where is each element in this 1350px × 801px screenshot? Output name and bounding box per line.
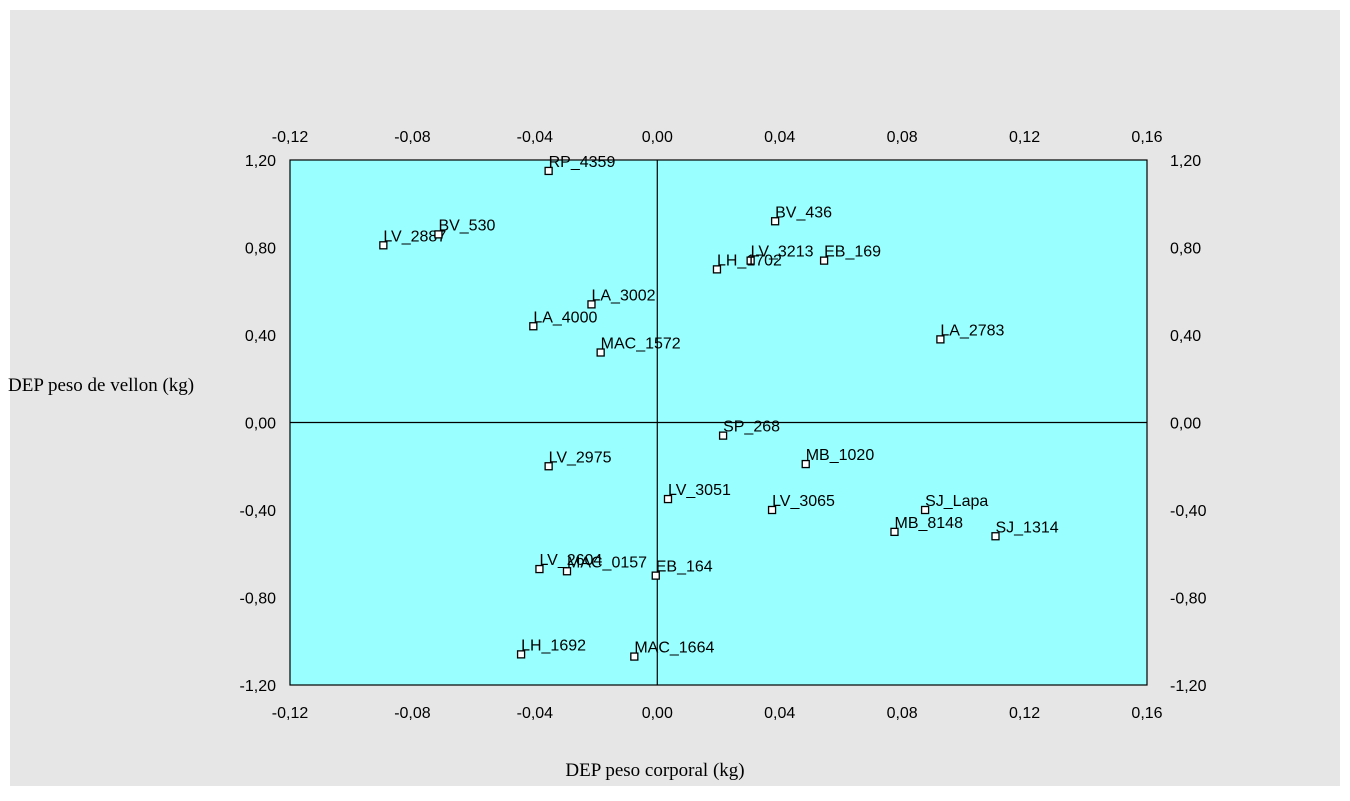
y-tick-label: 0,00 xyxy=(245,416,276,433)
x-tick-label: 0,04 xyxy=(764,705,795,722)
data-point-label: LV_3213 xyxy=(751,244,814,261)
y-tick-label: 0,00 xyxy=(1170,416,1201,433)
x-tick-label: 0,16 xyxy=(1131,705,1162,722)
data-point-marker xyxy=(529,322,538,331)
y-tick-label: -1,20 xyxy=(1170,678,1207,695)
y-tick-labels-right: -1,20 -0,80 -0,40 0,00 0,40 0,80 1,20 xyxy=(1170,153,1207,695)
y-tick-label: -0,80 xyxy=(1170,591,1207,608)
axes xyxy=(290,160,1147,685)
data-point-label: BV_530 xyxy=(438,217,495,234)
x-tick-label: -0,04 xyxy=(517,129,554,146)
y-axis-label: DEP peso de vellon (kg) xyxy=(8,375,194,396)
y-tick-label: -0,80 xyxy=(240,591,277,608)
data-point-marker xyxy=(596,348,605,357)
data-point-marker xyxy=(712,265,722,274)
data-point-marker xyxy=(434,230,443,239)
y-tick-label: 0,80 xyxy=(1170,241,1201,258)
data-point-label: MAC_0157 xyxy=(567,554,647,571)
data-point-label: MAC_1572 xyxy=(601,336,681,353)
data-point-label: MB_8148 xyxy=(894,515,963,532)
data-point-label: LH_1692 xyxy=(521,637,586,654)
x-tick-label: -0,12 xyxy=(272,705,309,722)
y-tick-label: 1,20 xyxy=(1170,153,1201,170)
x-tick-label: -0,08 xyxy=(394,129,431,146)
data-point-marker xyxy=(379,241,388,250)
y-tick-label: 1,20 xyxy=(245,153,276,170)
x-tick-label: 0,16 xyxy=(1131,129,1162,146)
data-point-marker xyxy=(936,335,945,344)
y-tick-label: 0,40 xyxy=(1170,328,1201,345)
data-point-label: SJ_1314 xyxy=(995,519,1058,536)
data-point-marker xyxy=(544,166,553,176)
x-tick-label: 0,08 xyxy=(887,129,918,146)
data-point-label: LV_3051 xyxy=(668,482,731,499)
data-point-marker xyxy=(801,459,810,469)
data-point-marker xyxy=(767,505,777,515)
y-tick-label: -0,40 xyxy=(1170,503,1207,520)
data-point-marker xyxy=(544,462,553,471)
x-tick-label: 0,00 xyxy=(642,705,673,722)
data-point-label: LV_2975 xyxy=(549,449,612,466)
data-point-label: SJ_Lapa xyxy=(925,493,988,510)
data-point-marker xyxy=(516,650,526,659)
x-tick-label: -0,04 xyxy=(517,705,554,722)
y-tick-label: 0,80 xyxy=(245,241,276,258)
x-tick-label: 0,12 xyxy=(1009,129,1040,146)
x-tick-label: 0,12 xyxy=(1009,705,1040,722)
data-point-label: MB_1020 xyxy=(806,447,875,464)
y-tick-labels-left: -1,20 -0,80 -0,40 0,00 0,40 0,80 1,20 xyxy=(240,153,277,695)
data-point-label: LA_2783 xyxy=(940,322,1004,339)
y-tick-label: -0,40 xyxy=(240,503,277,520)
data-point-label: BV_436 xyxy=(775,204,832,221)
x-tick-labels-top: -0,12 -0,08 -0,04 0,00 0,04 0,08 0,12 0,16 xyxy=(272,129,1163,146)
x-axis-label: DEP peso corporal (kg) xyxy=(565,760,744,781)
data-point-marker xyxy=(630,652,639,661)
x-tick-label: -0,08 xyxy=(394,705,431,722)
data-point-label: LA_4000 xyxy=(533,309,597,326)
data-point-marker xyxy=(890,527,899,537)
x-tick-label: 0,00 xyxy=(642,129,673,146)
data-point-marker xyxy=(562,567,572,576)
data-point-marker xyxy=(718,431,728,440)
data-point-label: SP_268 xyxy=(723,419,780,436)
x-tick-labels-bottom: -0,12 -0,08 -0,04 0,00 0,04 0,08 0,12 0,16 xyxy=(272,705,1163,722)
data-point-label: LV_2604 xyxy=(539,552,602,569)
data-point-label: MAC_1664 xyxy=(634,640,714,657)
data-point-label: LH_1702 xyxy=(717,252,782,269)
data-point-marker xyxy=(535,564,544,574)
x-tick-label: 0,04 xyxy=(764,129,795,146)
y-tick-label: -1,20 xyxy=(240,678,277,695)
data-point-marker xyxy=(663,494,673,504)
data-point-marker xyxy=(770,217,780,226)
data-point-marker xyxy=(651,571,660,580)
data-point-label: EB_169 xyxy=(824,244,881,261)
data-point-label: LV_3065 xyxy=(772,493,835,510)
data-point-label: LV_2887 xyxy=(383,228,446,245)
data-point-label: RP_4359 xyxy=(549,154,616,171)
data-point-marker xyxy=(746,256,755,265)
data-point-label: LA_3002 xyxy=(591,287,655,304)
data-point-marker xyxy=(991,532,1000,541)
x-tick-label: -0,12 xyxy=(272,129,309,146)
data-point-marker xyxy=(587,300,596,309)
data-point-marker xyxy=(819,256,829,265)
data-point-label: EB_164 xyxy=(656,559,713,576)
x-tick-label: 0,08 xyxy=(887,705,918,722)
data-point-marker xyxy=(920,505,930,515)
y-tick-label: 0,40 xyxy=(245,328,276,345)
